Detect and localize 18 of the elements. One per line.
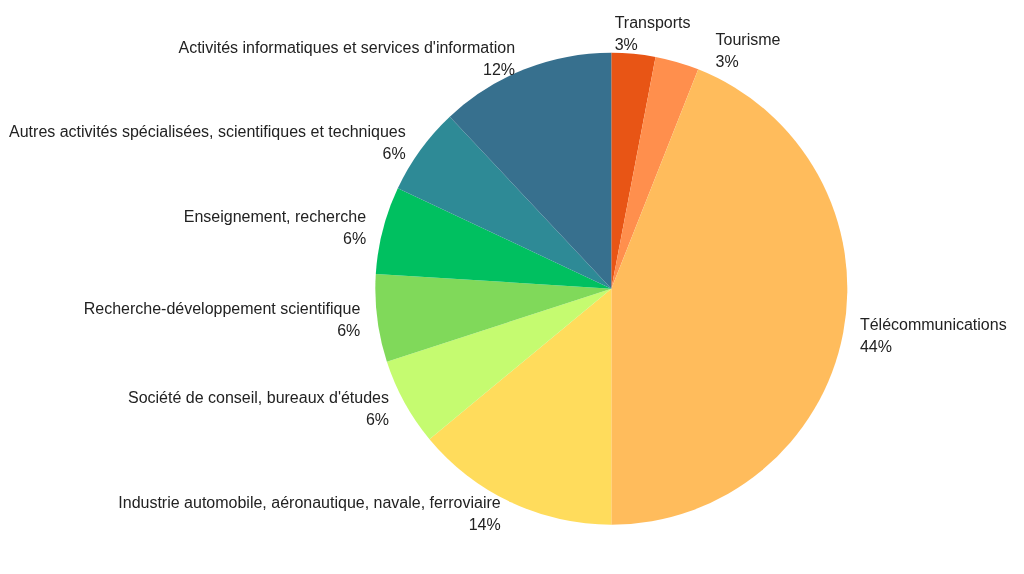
slice-label: Industrie automobile, aéronautique, navale, ferroviaire	[118, 493, 501, 511]
slice-label: Recherche-développement scientifique	[83, 300, 361, 318]
data-label: 6%	[382, 145, 406, 163]
slice-label: Transports	[614, 14, 691, 32]
data-label: 6%	[365, 410, 389, 428]
data-label: 14%	[468, 515, 501, 533]
slice-label: Enseignement, recherche	[183, 207, 367, 225]
data-label: 12%	[483, 60, 516, 78]
data-label: 6%	[342, 229, 367, 247]
slice-label: Tourisme	[715, 31, 781, 49]
data-label: 3%	[715, 53, 739, 71]
data-label: 6%	[337, 322, 361, 340]
data-label: 3%	[614, 36, 638, 54]
slice-label: Télécommunications	[859, 315, 1007, 333]
slice-label: Société de conseil, bureaux d'études	[127, 388, 389, 406]
slice-label: Activités informatiques et services d'information	[178, 38, 516, 56]
data-label: 44%	[859, 337, 892, 355]
slice-label: Autres activités spécialisées, scientifiques et techniques	[9, 123, 406, 141]
